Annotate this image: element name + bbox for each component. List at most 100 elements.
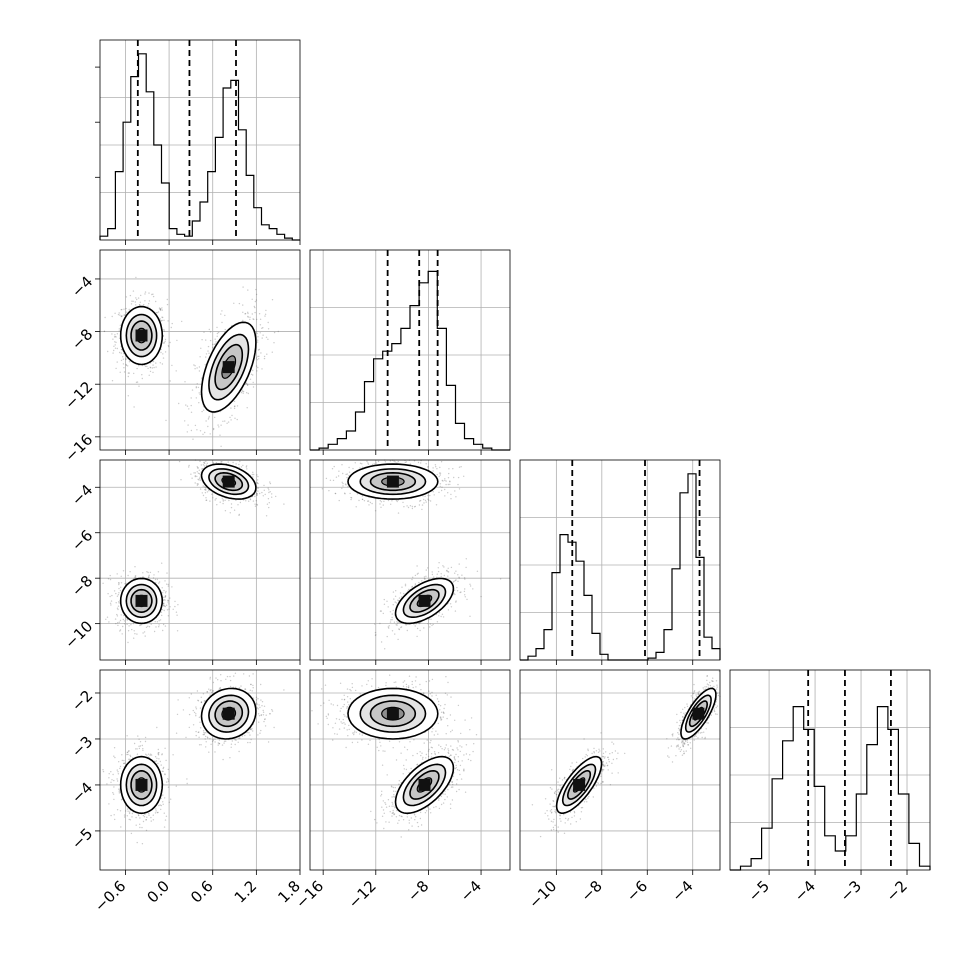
sample-point: [185, 404, 187, 406]
sample-point: [118, 761, 120, 763]
sample-point: [162, 794, 164, 796]
sample-point: [194, 365, 196, 367]
sample-point: [373, 463, 375, 465]
sample-point: [139, 301, 141, 303]
sample-point: [129, 755, 132, 758]
sample-point: [389, 621, 392, 623]
sample-point: [197, 472, 200, 474]
sample-point: [164, 819, 167, 821]
sample-point: [453, 589, 456, 591]
sample-point: [344, 493, 346, 495]
sample-point: [147, 571, 149, 574]
sample-point: [463, 590, 466, 593]
sample-point: [252, 471, 254, 473]
sample-point: [429, 494, 431, 497]
sample-point: [231, 414, 233, 417]
sample-point: [246, 407, 248, 409]
sample-point: [255, 500, 257, 502]
sample-point: [116, 573, 118, 575]
sample-point: [156, 757, 158, 759]
sample-point: [219, 501, 221, 503]
sample-point: [118, 312, 120, 314]
sample-point: [188, 466, 190, 468]
sample-point: [390, 619, 392, 621]
sample-point: [391, 619, 393, 621]
sample-point: [469, 583, 471, 585]
sample-point: [261, 327, 263, 329]
sample-point: [414, 584, 416, 586]
sample-point: [111, 594, 113, 597]
sample-point: [193, 364, 195, 366]
sample-point: [452, 468, 454, 470]
sample-point: [122, 356, 124, 358]
sample-point: [267, 498, 270, 500]
sample-point: [134, 566, 136, 568]
sample-point: [218, 426, 220, 428]
sample-point: [499, 578, 502, 580]
sample-point: [117, 771, 119, 773]
sample-point: [112, 338, 114, 340]
sample-point: [158, 752, 160, 754]
sample-point: [342, 472, 344, 475]
sample-point: [161, 363, 164, 365]
sample-point: [441, 479, 443, 482]
sample-point: [440, 461, 443, 463]
sample-point: [120, 614, 122, 616]
sample-point: [121, 315, 123, 317]
sample-point: [256, 493, 258, 495]
sample-point: [436, 573, 438, 575]
sample-point: [145, 829, 148, 832]
sample-point: [144, 635, 146, 637]
sample-point: [128, 361, 131, 363]
sample-point: [222, 420, 224, 422]
sample-point: [427, 494, 429, 497]
sample-point: [122, 358, 125, 360]
scatter-panel-2-0: −10−8−6−4: [61, 459, 301, 665]
sample-point: [346, 476, 348, 479]
sample-point: [233, 407, 236, 410]
sample-point: [246, 392, 248, 394]
sample-point: [129, 294, 132, 297]
sample-point: [188, 408, 190, 410]
sample-point: [374, 631, 377, 634]
sample-point: [121, 308, 123, 311]
sample-point: [127, 395, 129, 397]
sample-point: [142, 814, 145, 817]
sample-point: [113, 814, 115, 816]
sample-point: [207, 350, 209, 352]
sample-point: [115, 602, 117, 604]
sample-point: [119, 324, 122, 326]
sample-point: [395, 499, 398, 502]
sample-point: [440, 615, 442, 618]
sample-point: [461, 574, 463, 576]
sample-point: [252, 500, 255, 502]
sample-point: [162, 801, 164, 803]
sample-point: [338, 470, 340, 472]
sample-point: [160, 348, 162, 350]
sample-point: [411, 507, 414, 510]
sample-point: [435, 466, 437, 468]
sample-point: [402, 501, 404, 504]
sample-point: [472, 588, 474, 590]
sample-point: [221, 321, 223, 324]
sample-point: [425, 463, 427, 465]
sample-point: [382, 504, 384, 506]
sample-point: [125, 364, 128, 367]
sample-point: [160, 764, 162, 766]
sample-point: [108, 773, 110, 775]
sample-point: [118, 601, 120, 603]
sample-point: [120, 582, 123, 584]
sample-point: [450, 566, 453, 569]
sample-point: [134, 633, 136, 635]
sample-point: [202, 464, 205, 466]
sample-point: [222, 502, 224, 505]
sample-point: [236, 405, 239, 407]
sample-point: [190, 473, 192, 475]
sample-point: [454, 572, 456, 574]
sample-point: [137, 735, 139, 737]
sample-point: [115, 592, 117, 595]
sample-point: [249, 498, 252, 501]
sample-point: [464, 596, 466, 598]
sample-point: [341, 481, 343, 483]
sample-point: [142, 749, 144, 752]
